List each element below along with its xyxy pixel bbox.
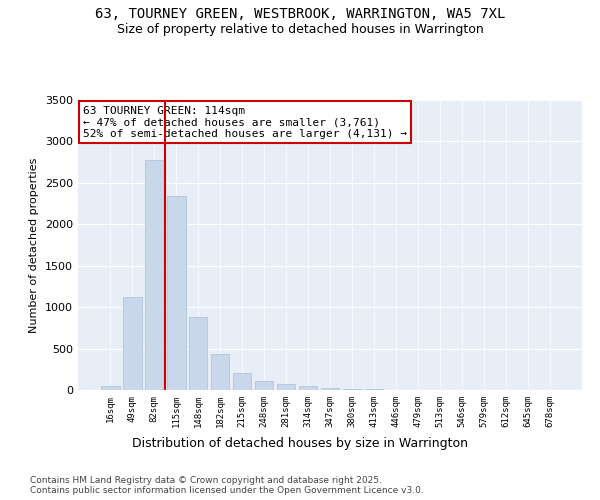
Bar [233, 374, 251, 390]
Text: 63, TOURNEY GREEN, WESTBROOK, WARRINGTON, WA5 7XL: 63, TOURNEY GREEN, WESTBROOK, WARRINGTON… [95, 8, 505, 22]
Text: Contains HM Land Registry data © Crown copyright and database right 2025.
Contai: Contains HM Land Registry data © Crown c… [30, 476, 424, 495]
Bar [320, 388, 340, 390]
Bar [211, 354, 229, 390]
Bar [101, 386, 119, 390]
Text: Size of property relative to detached houses in Warrington: Size of property relative to detached ho… [116, 22, 484, 36]
Bar [343, 388, 361, 390]
Bar [123, 297, 142, 390]
Bar [299, 386, 317, 390]
Text: Distribution of detached houses by size in Warrington: Distribution of detached houses by size … [132, 438, 468, 450]
Bar [277, 384, 295, 390]
Bar [189, 317, 208, 390]
Bar [255, 381, 274, 390]
Y-axis label: Number of detached properties: Number of detached properties [29, 158, 40, 332]
Text: 63 TOURNEY GREEN: 114sqm
← 47% of detached houses are smaller (3,761)
52% of sem: 63 TOURNEY GREEN: 114sqm ← 47% of detach… [83, 106, 407, 139]
Bar [145, 160, 164, 390]
Bar [167, 196, 185, 390]
